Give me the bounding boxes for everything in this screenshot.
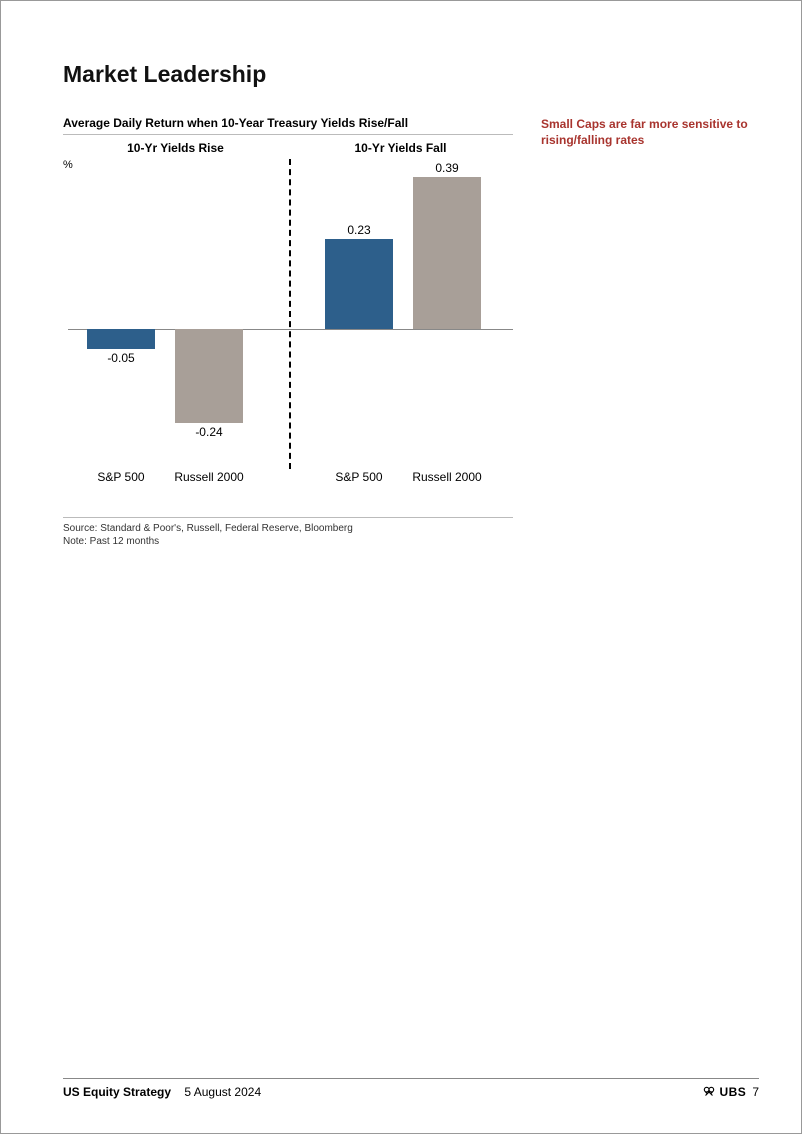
content-row: Average Daily Return when 10-Year Treasu… [63, 116, 759, 548]
bar-value-label-3: 0.39 [413, 161, 481, 175]
panel-label-fall: 10-Yr Yields Fall [288, 141, 513, 155]
page-number: 7 [752, 1085, 759, 1099]
category-label-1: Russell 2000 [154, 470, 264, 484]
category-label-3: Russell 2000 [392, 470, 502, 484]
bar-value-label-2: 0.23 [325, 223, 393, 237]
chart-area: 10-Yr Yields Rise 10-Yr Yields Fall % -0… [63, 141, 513, 511]
page: Market Leadership Average Daily Return w… [0, 0, 802, 1134]
source-line-1: Source: Standard & Poor's, Russell, Fede… [63, 522, 513, 535]
bar-0 [87, 329, 155, 349]
page-title: Market Leadership [63, 61, 759, 88]
ubs-brand-text: UBS [719, 1085, 746, 1099]
chart-column: Average Daily Return when 10-Year Treasu… [63, 116, 513, 548]
footer-right: UBS 7 [702, 1085, 759, 1099]
callout-text: Small Caps are far more sensitive to ris… [541, 116, 759, 148]
footer-left: US Equity Strategy 5 August 2024 [63, 1085, 702, 1099]
footer-series: US Equity Strategy [63, 1085, 171, 1099]
bar-value-label-0: -0.05 [87, 351, 155, 365]
chart-bottom-rule [63, 517, 513, 518]
bar-1 [175, 329, 243, 423]
chart-title: Average Daily Return when 10-Year Treasu… [63, 116, 513, 135]
bar-3 [413, 177, 481, 329]
ubs-logo: UBS [702, 1085, 746, 1099]
chart-plot: -0.05S&P 500-0.24Russell 20000.23S&P 500… [63, 159, 513, 469]
keys-icon [702, 1085, 716, 1099]
chart-source: Source: Standard & Poor's, Russell, Fede… [63, 522, 513, 548]
source-line-2: Note: Past 12 months [63, 535, 513, 548]
panel-labels: 10-Yr Yields Rise 10-Yr Yields Fall [63, 141, 513, 155]
panel-divider [289, 159, 291, 469]
side-column: Small Caps are far more sensitive to ris… [513, 116, 759, 148]
page-footer: US Equity Strategy 5 August 2024 UBS 7 [63, 1078, 759, 1099]
panel-label-rise: 10-Yr Yields Rise [63, 141, 288, 155]
bar-2 [325, 239, 393, 329]
bar-value-label-1: -0.24 [175, 425, 243, 439]
footer-date: 5 August 2024 [184, 1085, 261, 1099]
